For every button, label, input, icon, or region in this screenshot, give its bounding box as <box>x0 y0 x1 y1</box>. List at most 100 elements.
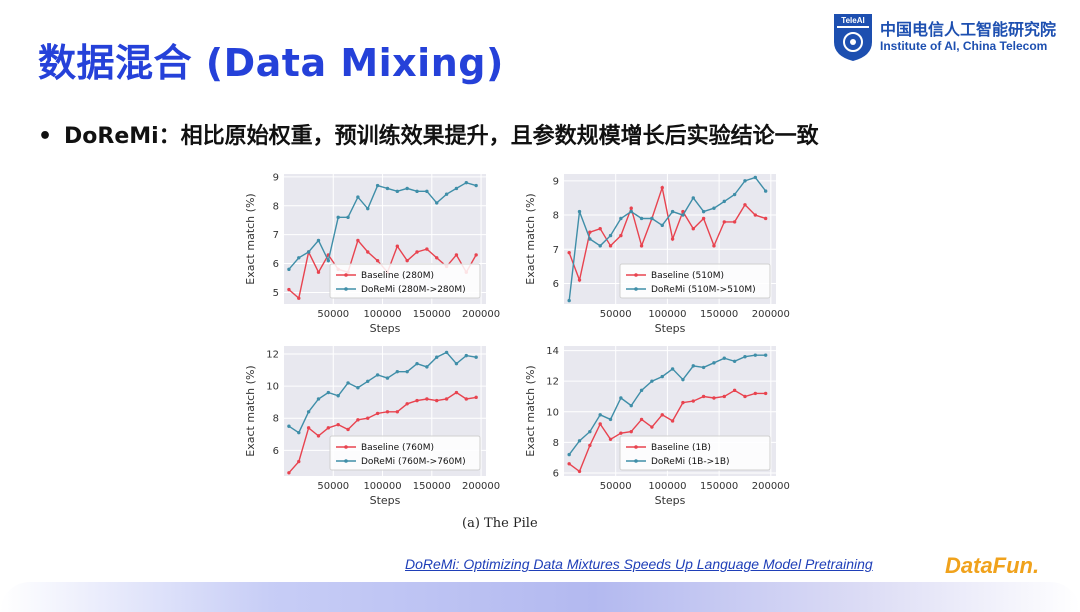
x-tick-label: 50000 <box>317 481 349 492</box>
data-point <box>567 250 571 255</box>
data-point <box>588 429 592 434</box>
data-point <box>743 203 747 207</box>
data-point <box>356 238 360 243</box>
x-tick-label: 150000 <box>700 309 738 320</box>
chart-1b: 6 8 10 12 14 50000 100000 150000 200000 Steps Exac… <box>520 340 790 520</box>
data-point <box>681 400 685 405</box>
chart-280m: 5 6 7 8 9 50000 100000 150000 200000 Steps Exact m… <box>240 168 500 348</box>
data-point <box>356 418 360 422</box>
data-point <box>366 250 370 254</box>
data-point <box>454 253 459 257</box>
data-point <box>297 296 301 300</box>
logo-mark-text: TeleAI <box>841 16 864 25</box>
data-point <box>297 430 301 435</box>
y-tick-label: 10 <box>546 407 559 418</box>
data-point <box>629 206 633 210</box>
data-point <box>608 417 613 422</box>
data-point <box>619 431 623 435</box>
x-tick-label: 100000 <box>648 481 686 492</box>
data-point <box>444 192 449 196</box>
y-tick-label: 8 <box>273 201 279 212</box>
legend-label: DoReMi (280M->280M) <box>361 285 466 295</box>
bullet-text: DoReMi：相比原始权重，预训练效果提升，且参数规模增长后实验结论一致 <box>64 124 819 149</box>
data-point <box>712 206 716 210</box>
data-point <box>405 186 409 191</box>
data-point <box>588 443 592 448</box>
data-point <box>366 416 370 420</box>
figure-caption: (a) The Pile <box>462 516 538 531</box>
data-point <box>670 367 675 371</box>
data-point <box>297 256 301 260</box>
data-point <box>316 238 321 243</box>
data-point <box>405 258 409 263</box>
data-point <box>336 215 340 220</box>
data-point <box>395 410 400 414</box>
teleai-shield-icon: TeleAI <box>834 14 872 61</box>
y-tick-label: 9 <box>553 176 559 187</box>
data-point <box>681 213 685 217</box>
data-point <box>306 426 311 430</box>
y-tick-label: 10 <box>266 382 279 393</box>
x-tick-label: 150000 <box>413 481 451 492</box>
data-point <box>346 215 350 220</box>
data-point <box>608 244 613 248</box>
data-point <box>588 230 592 234</box>
data-point <box>691 364 695 368</box>
data-point <box>464 180 468 185</box>
legend-marker <box>344 273 348 277</box>
x-tick-label: 200000 <box>462 481 500 492</box>
y-tick-label: 12 <box>546 377 559 388</box>
data-point <box>670 209 675 214</box>
data-point <box>306 410 311 414</box>
data-point <box>306 250 311 254</box>
data-point <box>356 195 360 199</box>
data-point <box>287 287 291 292</box>
data-point <box>425 189 429 194</box>
data-point <box>567 452 571 457</box>
x-tick-label: 200000 <box>752 481 790 492</box>
legend-label: DoReMi (760M->760M) <box>361 457 466 467</box>
data-point <box>336 394 340 398</box>
teleai-logo: TeleAI 中国电信人工智能研究院 Institute of AI, Chin… <box>830 12 1075 62</box>
x-tick-label: 50000 <box>600 309 632 320</box>
data-point <box>405 369 409 374</box>
paper-reference-link[interactable]: DoReMi: Optimizing Data Mixtures Speeds … <box>405 556 873 572</box>
series-line <box>288 181 477 270</box>
data-point <box>753 175 758 180</box>
data-point <box>356 386 360 390</box>
data-point <box>474 183 478 188</box>
data-point <box>375 373 380 377</box>
y-tick-label: 6 <box>553 279 559 290</box>
data-point <box>670 419 675 423</box>
data-point <box>732 192 737 197</box>
data-point <box>375 258 380 263</box>
data-point <box>722 199 726 204</box>
x-axis-label: Steps <box>655 494 686 507</box>
data-point <box>701 216 706 221</box>
data-point <box>454 361 459 366</box>
y-tick-label: 9 <box>273 172 279 183</box>
data-point <box>598 227 602 231</box>
y-tick-label: 8 <box>273 414 279 425</box>
y-axis-label: Exact match (%) <box>524 365 537 456</box>
data-point <box>639 244 644 248</box>
data-point <box>415 189 419 194</box>
data-point <box>650 216 654 221</box>
data-point <box>650 425 654 429</box>
x-tick-label: 150000 <box>700 481 738 492</box>
data-point <box>753 213 758 217</box>
data-point <box>464 397 468 401</box>
legend-label: Baseline (510M) <box>651 271 724 281</box>
y-tick-label: 7 <box>553 245 559 256</box>
datafun-logo: DataFun. <box>945 553 1040 578</box>
data-point <box>385 410 390 414</box>
legend-label: Baseline (280M) <box>361 271 434 281</box>
data-point <box>567 298 571 303</box>
chart-510m: 6 7 8 9 50000 100000 150000 200000 Steps Exact ma… <box>520 168 790 348</box>
data-point <box>588 237 592 241</box>
legend-marker <box>344 459 348 463</box>
y-axis-label: Exact match (%) <box>244 365 257 456</box>
data-point <box>435 398 439 403</box>
data-point <box>316 434 321 438</box>
data-point <box>287 267 291 272</box>
